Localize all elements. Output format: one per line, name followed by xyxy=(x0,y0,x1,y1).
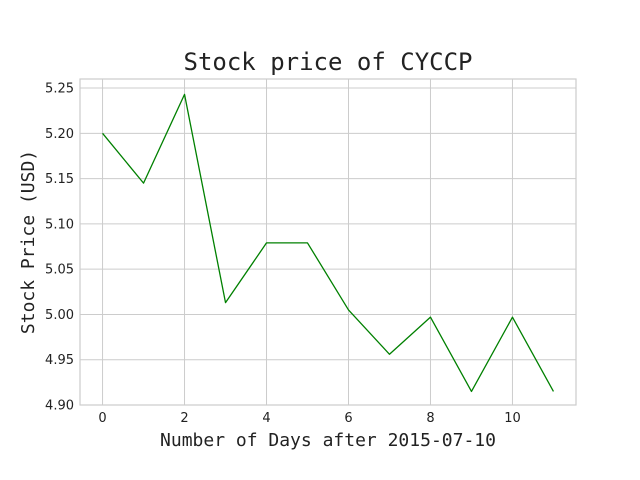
x-tick-label: 0 xyxy=(98,411,106,426)
y-tick-label: 5.10 xyxy=(45,217,74,232)
y-axis-ticks: 4.90 4.95 5.00 5.05 5.10 5.15 5.20 5.25 xyxy=(45,82,74,414)
y-axis-label: Stock Price (USD) xyxy=(18,150,39,334)
chart-title: Stock price of CYCCP xyxy=(184,48,473,76)
y-tick-label: 5.20 xyxy=(45,127,74,142)
x-axis-label: Number of Days after 2015-07-10 xyxy=(160,430,496,451)
x-tick-label: 10 xyxy=(504,411,521,426)
plot-frame xyxy=(79,78,577,406)
y-tick-label: 4.90 xyxy=(45,399,74,414)
y-tick-label: 5.00 xyxy=(45,308,74,323)
x-tick-label: 2 xyxy=(180,411,188,426)
series-layer xyxy=(102,93,555,393)
series-line xyxy=(102,93,555,393)
x-tick-label: 8 xyxy=(426,411,434,426)
x-axis-ticks: 0 2 4 6 8 10 xyxy=(98,411,520,426)
y-tick-label: 5.25 xyxy=(45,82,74,97)
x-tick-label: 4 xyxy=(262,411,270,426)
x-tick-label: 6 xyxy=(344,411,352,426)
grid xyxy=(80,79,576,406)
y-tick-label: 5.15 xyxy=(45,172,74,187)
y-tick-label: 5.05 xyxy=(45,263,74,278)
y-tick-label: 4.95 xyxy=(45,353,74,368)
